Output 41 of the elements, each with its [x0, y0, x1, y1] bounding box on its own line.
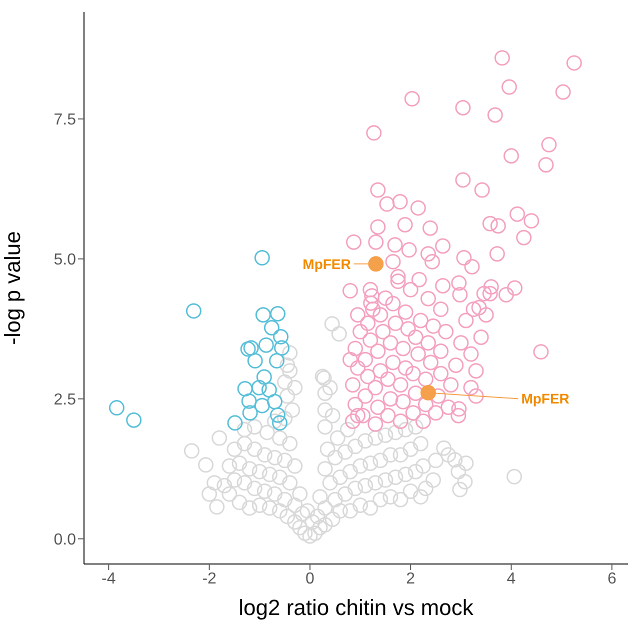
point	[368, 256, 384, 272]
point	[255, 307, 271, 323]
y-tick-label: 5.0	[54, 252, 76, 269]
point	[247, 353, 263, 369]
x-tick-label: 0	[306, 570, 314, 588]
point	[254, 398, 270, 414]
x-tick-label: -2	[202, 570, 217, 588]
point	[274, 340, 290, 356]
point	[268, 353, 284, 369]
point	[256, 369, 272, 385]
point	[240, 341, 256, 357]
x-tick-label: 4	[506, 570, 516, 588]
point	[254, 250, 270, 266]
point	[273, 328, 289, 344]
point	[241, 393, 257, 409]
point	[242, 405, 258, 421]
x-axis-title: log2 ratio chitin vs mock	[238, 595, 474, 620]
x-tick-label: 2	[406, 570, 416, 588]
point	[272, 415, 288, 431]
point	[261, 382, 277, 398]
y-tick-label: 0.0	[54, 531, 76, 548]
annotation: MpFER	[302, 256, 351, 272]
point	[420, 384, 436, 400]
point	[237, 381, 253, 397]
y-tick-label: 2.5	[54, 392, 76, 409]
point	[186, 303, 202, 319]
point	[227, 415, 243, 431]
point	[108, 400, 124, 416]
annotation: MpFER	[521, 390, 570, 407]
point	[270, 407, 286, 423]
x-tick-label: 6	[607, 570, 616, 588]
x-tick-label: -4	[102, 570, 116, 588]
point	[270, 306, 286, 322]
y-axis-title: -log p value	[0, 231, 25, 345]
point	[251, 380, 267, 396]
point	[264, 320, 280, 336]
point	[266, 394, 282, 410]
y-tick-label: 7.5	[54, 112, 76, 129]
point	[258, 337, 274, 353]
point	[126, 412, 142, 428]
point	[243, 340, 259, 356]
